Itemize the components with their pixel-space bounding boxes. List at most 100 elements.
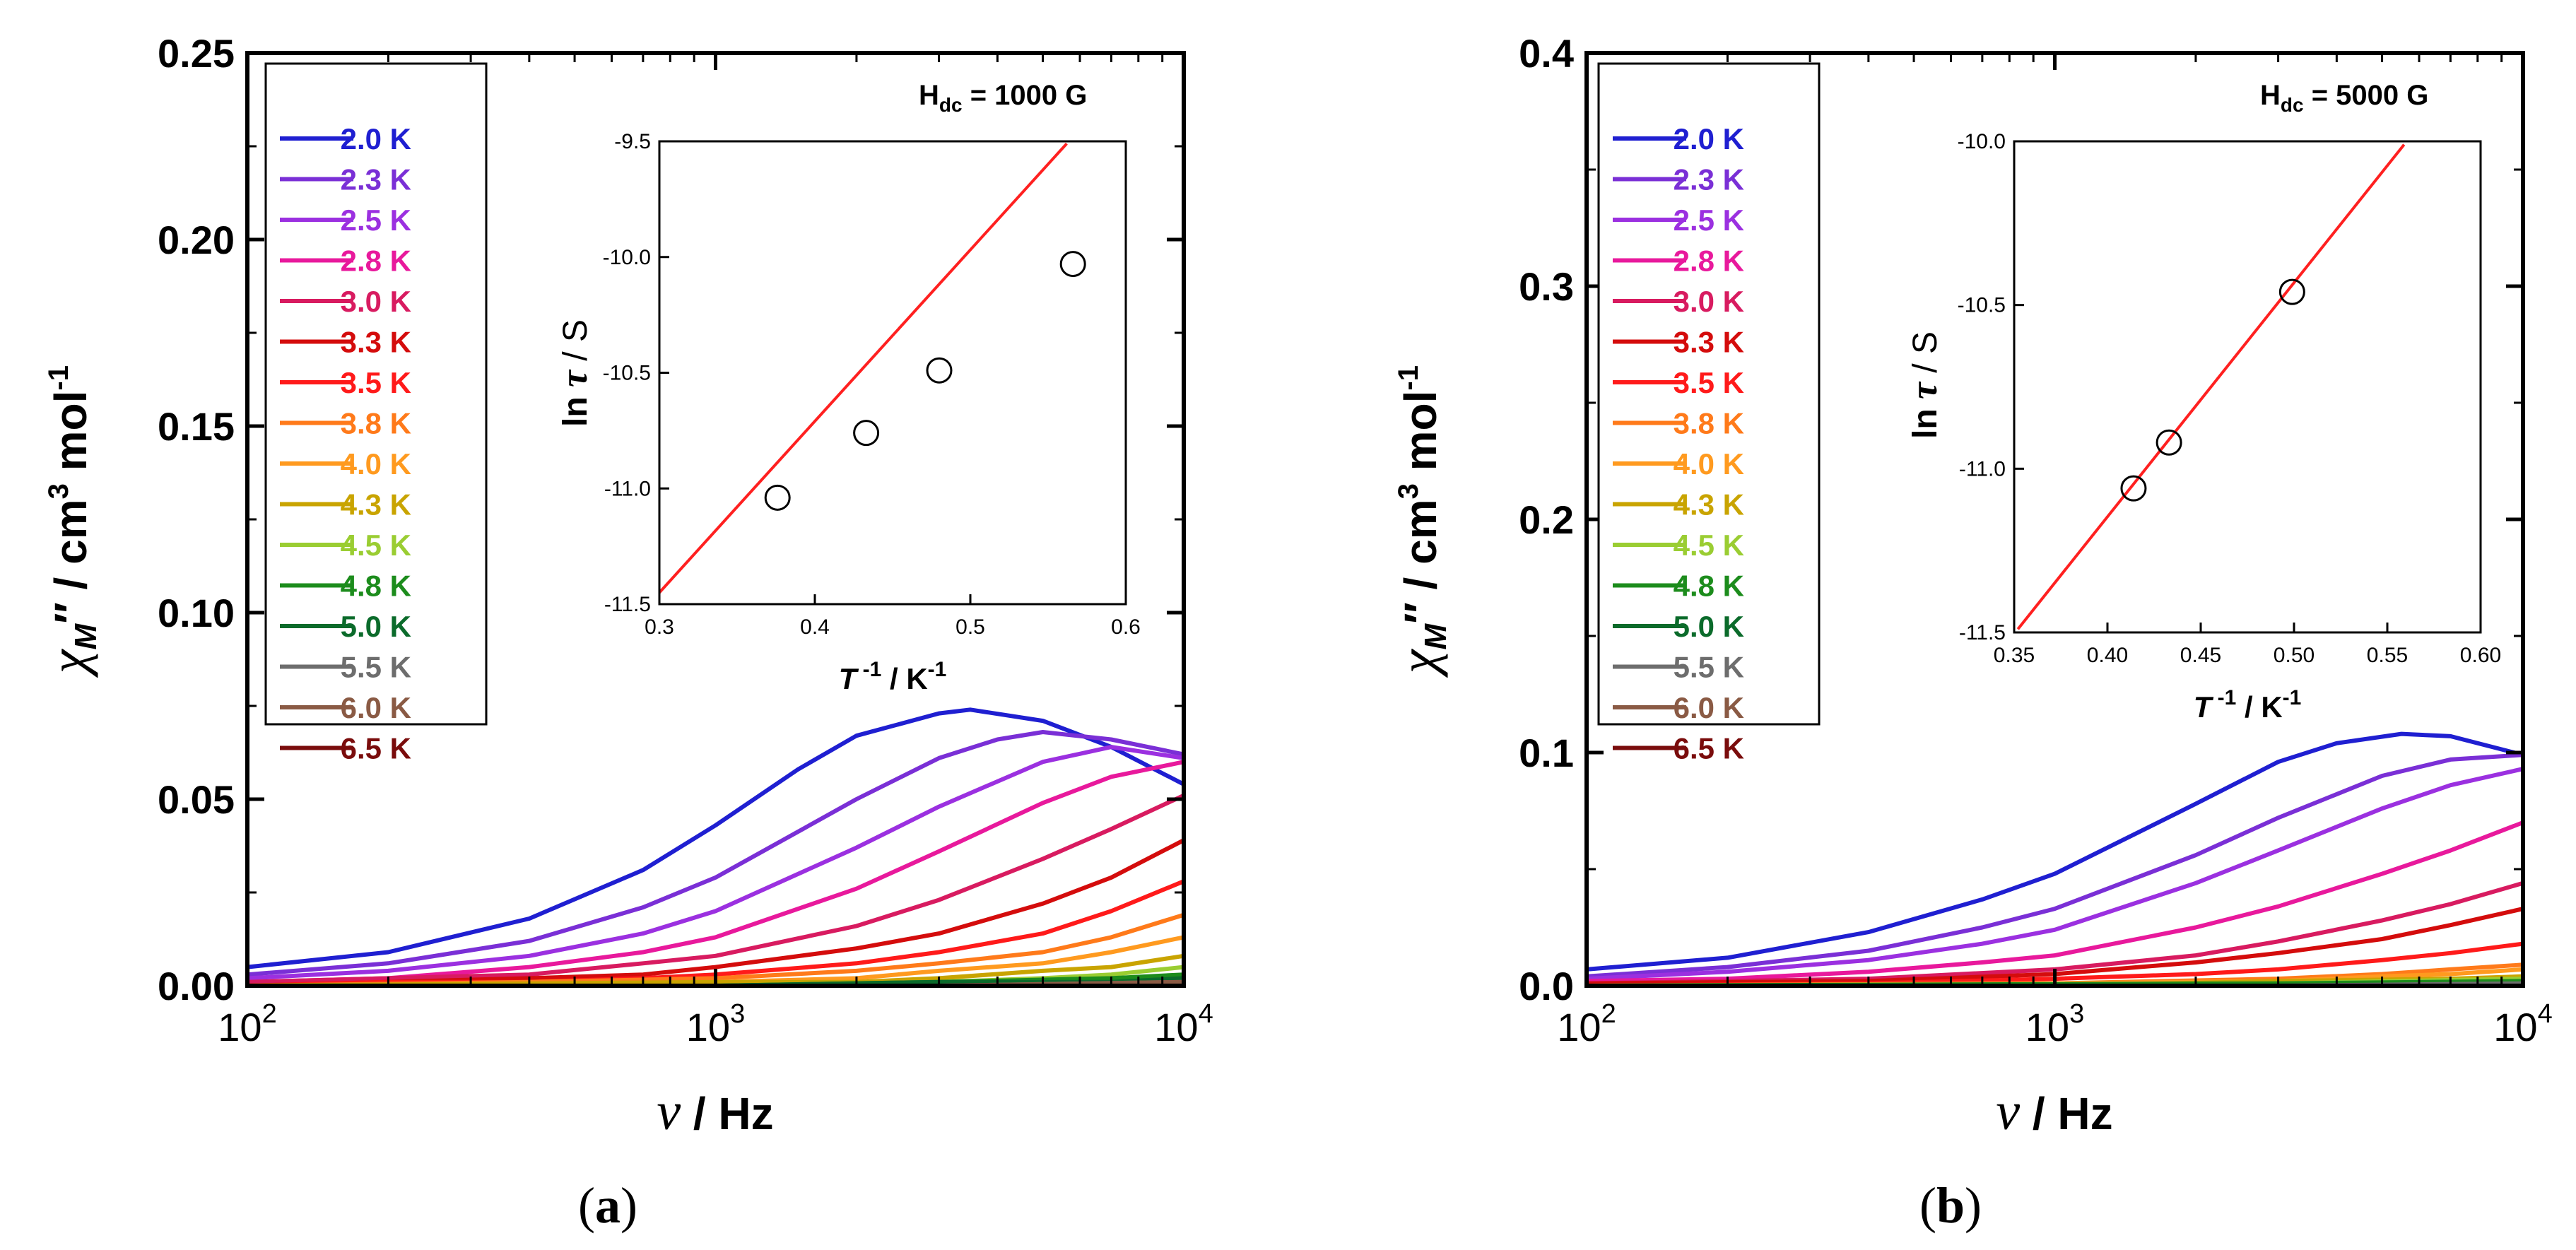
panel-a: 102 103 104 0.00 0.05 0.10 0.15 0.20 0.25 χM″ / … (39, 31, 1213, 1234)
panel-b-inset-xtick-label: 0.50 (2274, 644, 2315, 667)
panel-b-legend-box (1597, 62, 1821, 726)
panel-a-ytick-label: 0.10 (158, 591, 235, 635)
panel-b-xlabel: ν / Hz (1996, 1082, 2112, 1141)
panel-b-inset-plot (2016, 143, 2406, 630)
panel-a-ticks: 102 103 104 0.00 0.05 0.10 0.15 0.20 0.25 (158, 31, 1213, 1049)
panel-a-inset-point (764, 484, 791, 511)
panel-a-legend-label: 6.0 K (341, 691, 411, 724)
panel-b-inset-point (2156, 429, 2182, 456)
panel-a-inset-xlabel: T -1 / K-1 (839, 658, 947, 695)
panel-a-inset-ytick-label: -11.0 (604, 477, 651, 500)
panel-a-legend-label: 3.0 K (341, 285, 411, 318)
panel-b-inset-fit-line (2016, 143, 2406, 630)
panel-a-inset-fit-line (658, 142, 1068, 594)
panel-b-legend-label: 6.5 K (1674, 732, 1744, 765)
panel-a-series-2-0-k (245, 707, 1186, 969)
panel-b-inset-ytick-label: -11.5 (1959, 621, 2006, 644)
panel-b-legend-label: 2.3 K (1674, 163, 1744, 196)
panel-a-inset-point (926, 357, 953, 384)
panel-a-inset-xtick-label: 0.3 (645, 615, 674, 639)
panel-a-inset-ytick-label: -10.5 (603, 362, 651, 385)
panel-b-inset: 0.35 0.40 0.45 0.50 0.55 0.60 -10.0 -10.5 -11.0 -… (1902, 130, 2501, 724)
panel-b-legend-label: 4.5 K (1674, 529, 1744, 562)
panel-a-ylabel: χM″ / cm3 mol-1 (39, 365, 103, 678)
panel-b-series (1584, 731, 2525, 988)
panel-a-inset-xtick-label: 0.4 (800, 615, 830, 639)
panel-a-xtick-label: 104 (1154, 999, 1213, 1049)
panel-b-legend-label: 5.0 K (1674, 610, 1744, 643)
panel-a-legend-label: 4.5 K (341, 529, 411, 562)
panel-b-inset-xtick-label: 0.55 (2367, 644, 2408, 667)
panel-a-series-2-5-k (245, 745, 1186, 981)
panel-b-inset-frame (2013, 140, 2482, 634)
panel-a-legend-label: 2.3 K (341, 163, 411, 196)
panel-b-inset-ytick-label: -10.5 (1958, 294, 2006, 317)
panel-b-ylabel: χM″ / cm3 mol-1 (1389, 365, 1453, 678)
panel-a-ytick-label: 0.00 (158, 964, 235, 1008)
panel-a-legend-label: 5.5 K (341, 651, 411, 684)
panel-b-inset-xtick-label: 0.60 (2460, 644, 2501, 667)
panel-a-field-annotation: Hdc = 1000 G (919, 80, 1087, 116)
panel-b-legend-label: 4.8 K (1674, 570, 1744, 603)
panel-a-inset-xtick-label: 0.6 (1111, 615, 1141, 639)
panel-b-legend-label: 2.5 K (1674, 204, 1744, 237)
panel-a-inset-ylabel: ln τ / S (553, 319, 595, 427)
panel-b-series-3-3-k (1584, 907, 2525, 986)
panel-a-inset-point (853, 420, 880, 447)
panel-a-caption: (a) (578, 1177, 637, 1234)
panel-b-xtick-label: 104 (2493, 999, 2552, 1049)
panel-a-ytick-label: 0.20 (158, 218, 235, 262)
panel-b-inset-xtick-label: 0.40 (2087, 644, 2128, 667)
panel-b-inset-xtick-label: 0.35 (1994, 644, 2035, 667)
panel-a-legend-label: 4.0 K (341, 447, 411, 480)
panel-a-inset: 0.3 0.4 0.5 0.6 -9.5 -10.0 -10.5 -11.0 -11.5 ln … (553, 130, 1141, 695)
panel-a-inset-xtick-label: 0.5 (955, 615, 985, 639)
panel-b: 102 103 104 0.0 0.1 0.2 0.3 0.4 χM″ / cm3 mol-1… (1389, 31, 2553, 1234)
panel-a-inset-ytick-label: -10.0 (603, 246, 651, 269)
panel-a-ytick-label: 0.15 (158, 404, 235, 449)
panel-b-series-2-5-k (1584, 767, 2525, 981)
panel-b-series-2-0-k (1584, 731, 2525, 972)
panel-a-inset-ticks: 0.3 0.4 0.5 0.6 -9.5 -10.0 -10.5 -11.0 -11.5 (603, 130, 1141, 639)
panel-b-ytick-label: 0.3 (1519, 264, 1574, 309)
panel-b-inset-xtick-label: 0.45 (2180, 644, 2221, 667)
panel-b-inset-point (2120, 475, 2147, 502)
panel-b-inset-xlabel: T -1 / K-1 (2194, 686, 2302, 724)
panel-a-legend-label: 3.5 K (341, 366, 411, 399)
panel-a-legend-label: 2.0 K (341, 122, 411, 155)
panel-b-ytick-label: 0.0 (1519, 964, 1574, 1008)
panel-b-legend-label: 6.0 K (1674, 691, 1744, 724)
panel-b-xtick-label: 103 (2025, 999, 2084, 1049)
panel-b-ytick-label: 0.2 (1519, 497, 1574, 542)
panel-b-series-2-3-k (1584, 753, 2525, 979)
panel-a-legend-label: 4.3 K (341, 488, 411, 521)
panel-b-inset-ytick-label: -11.0 (1959, 457, 2006, 480)
panel-b-ytick-label: 0.4 (1519, 31, 1574, 76)
panel-a-legend-label: 5.0 K (341, 610, 411, 643)
panel-a-inset-point (1059, 251, 1086, 278)
panel-a-series-2-8-k (245, 760, 1186, 984)
panel-b-ytick-label: 0.1 (1519, 731, 1574, 775)
panel-a-inset-frame (658, 140, 1127, 606)
panel-a-legend-label: 2.8 K (341, 244, 411, 278)
panel-a-series-2-3-k (245, 730, 1186, 977)
panel-b-legend-label: 3.0 K (1674, 285, 1744, 318)
panel-a-legend-box (264, 62, 488, 726)
panel-b-inset-point (2278, 278, 2305, 305)
panel-b-legend-label: 3.3 K (1674, 326, 1744, 359)
panel-a-inset-ytick-label: -11.5 (604, 593, 651, 616)
panel-b-inset-ytick-label: -10.0 (1958, 130, 2006, 153)
panel-a-xlabel: ν / Hz (657, 1082, 773, 1141)
panel-b-legend-label: 2.0 K (1674, 122, 1744, 155)
panel-a-legend-label: 3.8 K (341, 407, 411, 440)
panel-b-series-3-0-k (1584, 880, 2525, 986)
panel-b-legend-label: 5.5 K (1674, 651, 1744, 684)
panel-b-inset-ticks: 0.35 0.40 0.45 0.50 0.55 0.60 -10.0 -10.5 -11.0 -… (1958, 130, 2502, 667)
panel-b-legend: 2.0 K 2.3 K 2.5 K 2.8 K 3.0 K 3.3 K 3.5 K 3.8 K… (1597, 62, 1821, 765)
panel-b-series-2-8-k (1584, 820, 2525, 984)
panel-b-inset-ylabel: ln τ / S (1902, 331, 1945, 439)
panel-b-legend-label: 3.5 K (1674, 366, 1744, 399)
panel-a-legend-label: 6.5 K (341, 732, 411, 765)
